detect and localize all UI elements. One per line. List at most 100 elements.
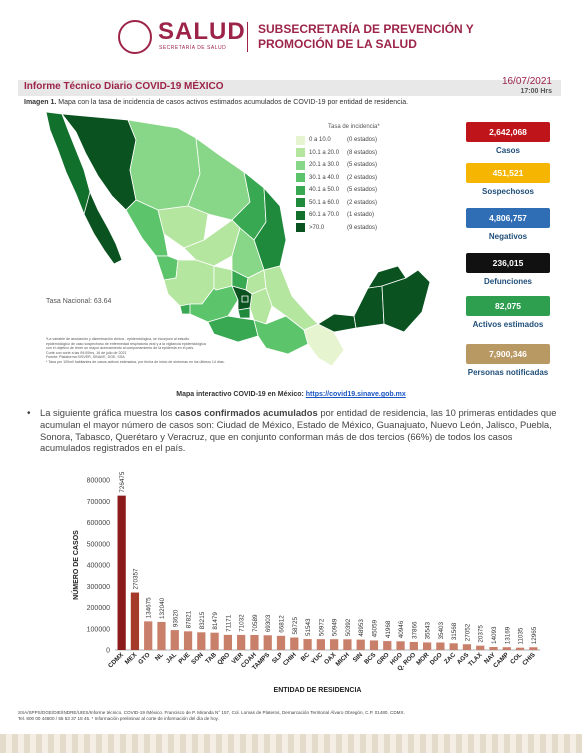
bar — [369, 640, 379, 650]
legend-swatch — [296, 173, 305, 183]
bar-value-label: 13169 — [504, 626, 511, 644]
bar-value-label: 58725 — [292, 617, 299, 635]
report-title: Informe Técnico Diario COVID-19 MÉXICO — [24, 81, 224, 92]
mexico-incidence-map — [45, 111, 431, 367]
legend-title: Tasa de incidencia* — [328, 124, 380, 130]
map-state-camp — [353, 285, 385, 329]
map-state-nay — [155, 255, 179, 281]
legend-count: (0 estados) — [347, 137, 378, 144]
bar — [330, 639, 339, 650]
logo-subtext: SECRETARÍA DE SALUD — [159, 45, 227, 51]
x-tick-label: ZAC — [443, 651, 457, 665]
map-state-qroo — [381, 269, 431, 333]
map-link-label: Mapa interactivo COVID-19 en México: — [176, 391, 306, 398]
bar — [476, 645, 485, 650]
bar — [303, 639, 312, 650]
bar — [396, 641, 405, 650]
bar-value-label: 50949 — [332, 618, 339, 636]
legend-range: >70.0 — [309, 224, 325, 231]
map-note: * Tasa por 100mil habitantes de casos ac… — [46, 359, 225, 364]
bar — [502, 647, 511, 650]
map-state-sin — [125, 199, 169, 257]
para-intro: La siguiente gráfica muestra los — [40, 407, 175, 418]
stat-value: 236,015 — [466, 253, 550, 273]
x-tick-label: YUC — [310, 651, 325, 666]
legend-range: 0 a 10.0 — [309, 137, 331, 144]
x-tick-label: MOR — [415, 651, 431, 667]
stat-value: 4,806,757 — [466, 208, 550, 228]
legend-range: 60.1 a 70.0 — [309, 212, 340, 219]
x-tick-label: BCS — [363, 651, 377, 665]
x-tick-label: SIN — [352, 651, 365, 664]
bar — [197, 632, 206, 650]
legend-count: (5 estados) — [347, 187, 378, 194]
bar-value-label: 81479 — [212, 612, 219, 630]
bar-value-label: 87821 — [186, 610, 193, 628]
footer-line: Tel. 800 00 44800 / 55 53 37 18 45. * In… — [18, 716, 219, 721]
bar — [237, 634, 246, 650]
bullet-icon: • — [27, 408, 31, 419]
bar — [223, 634, 233, 650]
bar-value-label: 71032 — [239, 614, 246, 632]
bar — [130, 592, 140, 650]
bar — [436, 642, 445, 650]
bar-value-label: 69303 — [265, 614, 272, 632]
y-tick-label: 0 — [106, 648, 110, 655]
bar — [250, 634, 259, 650]
x-tick-label: CHIH — [282, 651, 298, 667]
legend-range: 40.1 a 50.0 — [309, 187, 340, 194]
map-state-chih — [127, 119, 201, 211]
bar — [515, 647, 525, 650]
legend-swatch — [296, 185, 305, 195]
page-header: SALUD SECRETARÍA DE SALUD SUBSECRETARÍA … — [0, 0, 582, 64]
legend-range: 30.1 a 40.0 — [309, 174, 340, 181]
bar-value-label: 27052 — [464, 623, 471, 641]
legend-row: 40.1 a 50.0 (5 estados) — [296, 184, 416, 197]
stat-label: Negativos — [488, 232, 528, 241]
legend-count: (5 estados) — [347, 162, 378, 169]
legend-count: (2 estados) — [347, 174, 378, 181]
x-tick-label: TAB — [204, 651, 218, 665]
bar-value-label: 31568 — [451, 622, 458, 640]
stat-label: Activos estimados — [472, 320, 544, 329]
bar — [210, 632, 219, 650]
bar-value-label: 50972 — [318, 618, 325, 636]
legend-row: 10.1 a 20.0 (8 estados) — [296, 147, 416, 160]
map-link-url[interactable]: https://covid19.sinave.gob.mx — [305, 391, 406, 398]
map-state-yuc — [367, 265, 407, 289]
bar-value-label: 726475 — [119, 471, 126, 493]
interactive-map-link: Mapa interactivo COVID-19 en México: htt… — [0, 391, 582, 398]
bar — [157, 621, 166, 650]
bar — [144, 621, 153, 650]
x-tick-label: TLAX — [467, 651, 484, 668]
logo-text: SALUD — [158, 18, 246, 45]
map-caption-text: Mapa con la tasa de incidencia de casos … — [56, 99, 409, 106]
bar — [422, 642, 432, 650]
x-tick-label: NL — [154, 651, 165, 662]
x-tick-label: BC — [300, 651, 312, 663]
bar-value-label: 71171 — [225, 614, 232, 632]
legend-count: (8 estados) — [347, 149, 378, 156]
bar-value-label: 50392 — [345, 618, 352, 636]
map-state-cdmx — [241, 295, 249, 303]
bar — [449, 643, 458, 650]
stat-defunciones: 236,015 Defunciones — [466, 253, 550, 287]
para-bold: casos confirmados acumulados — [174, 407, 318, 418]
bar-value-label: 66812 — [279, 615, 286, 633]
legend-range: 20.1 a 30.0 — [309, 162, 340, 169]
stat-label: Personas notificadas — [467, 368, 549, 377]
bar-value-label: 70589 — [252, 614, 259, 632]
legend-swatch — [296, 198, 305, 208]
x-tick-label: SON — [190, 651, 205, 666]
x-tick-label: QRO — [216, 651, 231, 666]
legend-swatch — [296, 135, 305, 145]
bar — [263, 635, 272, 650]
bar-value-label: 132040 — [159, 597, 166, 619]
y-tick-label: 800000 — [87, 478, 110, 485]
report-date: 16/07/2021 — [501, 76, 552, 87]
national-seal-icon — [118, 20, 152, 54]
map-note: Corte con corte a las 09:00hrs, 16 de ju… — [46, 350, 127, 355]
legend-swatch — [296, 160, 305, 170]
bar — [343, 639, 352, 650]
stat-notificadas: 7,900,346 Personas notificadas — [466, 344, 550, 378]
